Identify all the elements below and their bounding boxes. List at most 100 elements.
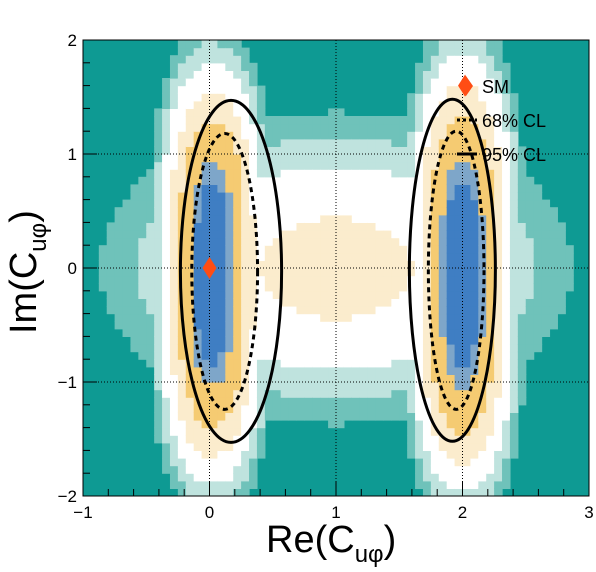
heatmap-bin	[454, 78, 464, 87]
heatmap-bin	[383, 138, 392, 147]
heatmap-bin	[336, 230, 345, 239]
heatmap-bin	[415, 62, 424, 71]
heatmap-bin	[383, 283, 392, 292]
heatmap-bin	[494, 70, 503, 79]
heatmap-bin	[343, 344, 353, 353]
heatmap-bin	[154, 260, 163, 269]
heatmap-bin	[415, 298, 424, 307]
heatmap-bin	[359, 146, 369, 155]
heatmap-bin	[422, 458, 432, 467]
heatmap-bin	[391, 214, 400, 223]
heatmap-bin	[280, 214, 290, 223]
heatmap-bin	[375, 169, 385, 178]
heatmap-bin	[169, 404, 179, 413]
heatmap-bin	[494, 412, 503, 421]
heatmap-bin	[454, 427, 464, 436]
heatmap-bin	[288, 336, 298, 345]
heatmap-bin	[502, 389, 511, 398]
heatmap-bin	[193, 85, 203, 94]
heatmap-bin	[351, 389, 361, 398]
heatmap-bin	[430, 404, 440, 413]
heatmap-bin	[486, 116, 495, 125]
heatmap-bin	[494, 321, 503, 330]
heatmap-bin	[209, 389, 219, 398]
heatmap-bin	[209, 237, 219, 246]
heatmap-bin	[185, 184, 195, 193]
heatmap-bin	[438, 161, 448, 170]
heatmap-bin	[462, 488, 472, 496]
heatmap-bin	[430, 442, 440, 451]
heatmap-bin	[525, 306, 535, 315]
heatmap-bin	[114, 283, 124, 292]
heatmap-bin	[241, 93, 250, 102]
heatmap-bin	[541, 237, 551, 246]
heatmap-bin	[399, 214, 408, 223]
heatmap-bin	[217, 480, 226, 489]
heatmap-bin	[177, 40, 187, 49]
heatmap-bin	[541, 290, 551, 299]
heatmap-bin	[351, 359, 361, 368]
heatmap-bin	[185, 93, 195, 102]
heatmap-bin	[399, 313, 408, 322]
heatmap-bin	[486, 473, 495, 482]
heatmap-bin	[478, 62, 487, 71]
heatmap-bin	[249, 146, 258, 155]
heatmap-bin	[422, 40, 432, 49]
heatmap-bin	[241, 85, 250, 94]
heatmap-bin	[272, 351, 282, 360]
heatmap-bin	[154, 404, 163, 413]
heatmap-bin	[470, 389, 479, 398]
heatmap-bin	[264, 184, 274, 193]
heatmap-bin	[169, 176, 179, 185]
heatmap-bin	[154, 290, 163, 299]
heatmap-bin	[343, 252, 353, 261]
heatmap-bin	[407, 138, 416, 147]
heatmap-bin	[359, 283, 369, 292]
heatmap-bin	[407, 176, 416, 185]
heatmap-bin	[336, 283, 345, 292]
heatmap-bin	[272, 123, 282, 132]
heatmap-bin	[415, 93, 424, 102]
heatmap-bin	[328, 283, 337, 292]
heatmap-bin	[509, 450, 519, 459]
heatmap-bin	[328, 268, 337, 277]
heatmap-bin	[494, 488, 503, 496]
heatmap-bin	[185, 290, 195, 299]
heatmap-bin	[193, 100, 203, 109]
heatmap-bin	[415, 214, 424, 223]
heatmap-bin	[225, 268, 234, 277]
heatmap-bin	[138, 344, 147, 353]
heatmap-bin	[446, 260, 456, 269]
heatmap-bin	[517, 321, 527, 330]
heatmap-bin	[201, 47, 211, 56]
heatmap-bin	[304, 154, 313, 163]
heatmap-bin	[407, 260, 416, 269]
heatmap-bin	[383, 389, 392, 398]
heatmap-bin	[201, 458, 211, 467]
heatmap-bin	[336, 214, 345, 223]
heatmap-bin	[430, 435, 440, 444]
heatmap-bin	[462, 298, 472, 307]
heatmap-bin	[256, 93, 266, 102]
heatmap-bin	[430, 78, 440, 87]
heatmap-bin	[225, 427, 234, 436]
heatmap-bin	[517, 336, 527, 345]
heatmap-bin	[486, 131, 495, 140]
heatmap-bin	[217, 222, 226, 231]
heatmap-bin	[502, 70, 511, 79]
heatmap-bin	[225, 237, 234, 246]
heatmap-bin	[438, 473, 448, 482]
heatmap-bin	[225, 450, 234, 459]
heatmap-bin	[233, 480, 242, 489]
heatmap-bin	[130, 298, 139, 307]
heatmap-bin	[343, 245, 353, 254]
contours	[178, 97, 497, 444]
heatmap-bin	[430, 268, 440, 277]
heatmap-bin	[312, 397, 321, 406]
heatmap-bin	[280, 328, 290, 337]
heatmap-bin	[217, 283, 226, 292]
heatmap-bin	[280, 306, 290, 315]
heatmap-bin	[288, 161, 298, 170]
heatmap-bin	[502, 328, 511, 337]
heatmap-bin	[391, 344, 400, 353]
